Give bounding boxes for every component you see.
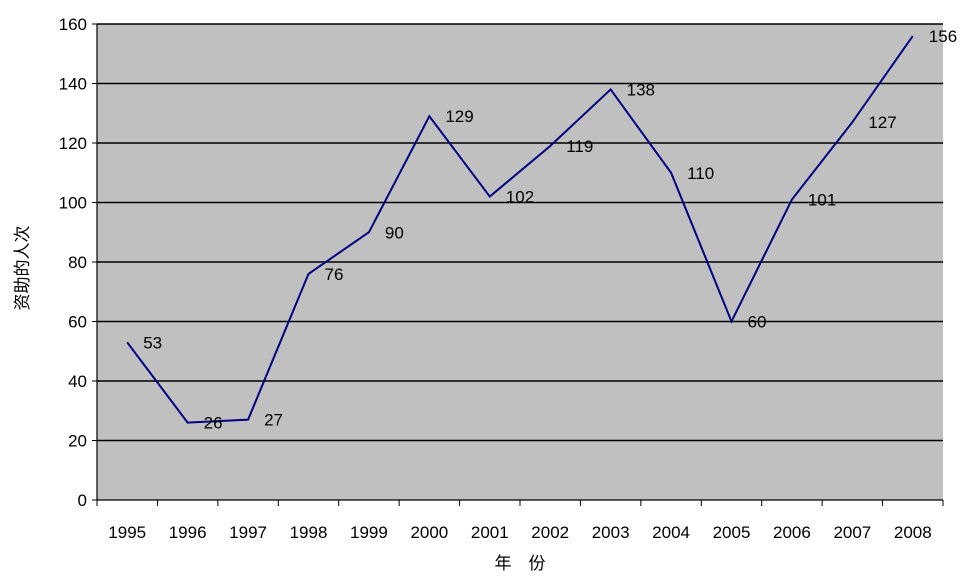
x-tick-label: 2000 — [410, 523, 448, 542]
y-axis-title: 资助的人次 — [13, 226, 33, 311]
data-label: 26 — [204, 414, 223, 433]
x-tick-label: 1999 — [350, 523, 388, 542]
y-tick-label: 60 — [68, 313, 87, 332]
x-tick-label: 2008 — [894, 523, 932, 542]
x-tick-label: 1996 — [169, 523, 207, 542]
data-label: 60 — [748, 313, 767, 332]
data-label: 129 — [445, 107, 473, 126]
y-tick-label: 20 — [68, 432, 87, 451]
x-tick-label: 2006 — [773, 523, 811, 542]
data-label: 138 — [627, 80, 655, 99]
y-tick-label: 160 — [59, 15, 87, 34]
data-label: 76 — [325, 265, 344, 284]
x-tick-label: 2005 — [713, 523, 751, 542]
data-label: 53 — [143, 333, 162, 352]
x-tick-label: 2003 — [592, 523, 630, 542]
x-tick-label: 2004 — [652, 523, 690, 542]
x-axis-ticks: 1995 1996 1997 1998 1999 2000 2001 2002 2003 2004… — [96, 500, 944, 542]
y-tick-label: 120 — [59, 134, 87, 153]
data-label: 127 — [868, 113, 896, 132]
data-label: 119 — [566, 137, 593, 156]
x-axis-title: 年 份 — [495, 554, 546, 574]
data-label: 90 — [385, 223, 404, 242]
data-label: 27 — [264, 411, 283, 430]
data-label: 102 — [506, 188, 534, 207]
y-tick-label: 100 — [59, 194, 87, 213]
data-label: 156 — [929, 27, 957, 46]
x-tick-label: 1998 — [290, 523, 328, 542]
data-label: 110 — [687, 164, 714, 183]
y-tick-label: 40 — [68, 372, 87, 391]
series-group — [126, 35, 914, 424]
x-tick-label: 2002 — [531, 523, 569, 542]
gridlines — [97, 23, 943, 442]
x-tick-label: 2001 — [471, 523, 509, 542]
x-tick-label: 1997 — [229, 523, 267, 542]
data-labels: 53 26 27 76 90 129 102 119 138 110 60 101 127 156 — [143, 27, 957, 433]
x-tick-label: 2007 — [833, 523, 871, 542]
y-axis-ticks: 0 20 40 60 80 100 120 140 160 — [59, 15, 97, 510]
y-tick-label: 80 — [68, 253, 87, 272]
data-label: 101 — [808, 191, 836, 210]
y-tick-label: 0 — [78, 491, 87, 510]
x-tick-label: 1995 — [108, 523, 146, 542]
y-tick-label: 140 — [59, 75, 87, 94]
series-line — [126, 35, 914, 424]
